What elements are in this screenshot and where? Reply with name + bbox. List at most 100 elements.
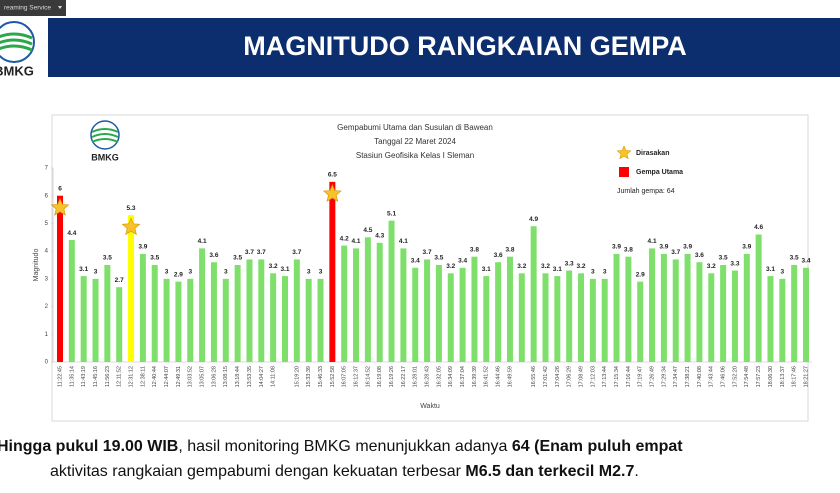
value-label: 4.9 — [529, 216, 538, 223]
value-label: 3.2 — [707, 263, 716, 270]
header-banner — [48, 18, 840, 77]
bar — [412, 267, 419, 362]
value-label: 3.5 — [719, 255, 728, 262]
bar — [696, 262, 703, 362]
x-axis-label: Waktu — [420, 403, 440, 410]
value-label: 3 — [165, 269, 169, 276]
value-label: 3.5 — [233, 255, 242, 262]
chart-title: Gempabumi Utama dan Susulan di Bawean — [337, 123, 493, 132]
value-label: 3.1 — [553, 266, 562, 273]
x-tick-label: 16:44:46 — [496, 366, 502, 387]
caption-text: . — [634, 463, 639, 480]
x-tick-label: 16:34:09 — [448, 366, 454, 387]
bar — [779, 278, 786, 362]
bar — [601, 278, 608, 362]
x-tick-label: 13:18:44 — [235, 366, 241, 387]
x-tick-label: 16:37:04 — [460, 366, 466, 387]
bar — [199, 248, 206, 362]
value-label: 3 — [224, 269, 228, 276]
bar — [92, 278, 99, 362]
bar — [246, 259, 253, 362]
x-tick-label: 12:40:44 — [152, 366, 158, 387]
value-label: 5.3 — [127, 205, 136, 212]
x-tick-label: 15:46:33 — [318, 366, 324, 387]
x-tick-label: 11:22:45 — [57, 366, 63, 387]
bar — [281, 276, 288, 362]
bar — [672, 259, 679, 362]
x-tick-label: 18:17:46 — [792, 366, 798, 387]
legend-label: Gempa Utama — [636, 169, 683, 176]
value-label: 3.9 — [683, 244, 692, 251]
felt-star — [322, 183, 342, 202]
value-label: 3.7 — [671, 249, 680, 256]
x-tick-label: 12:44:07 — [164, 366, 170, 387]
x-tick-label: 15:52:58 — [330, 366, 336, 387]
y-tick-label: 7 — [45, 166, 49, 172]
value-label: 3.4 — [458, 257, 467, 264]
y-tick-label: 3 — [45, 276, 49, 282]
x-tick-label: 17:15:34 — [614, 366, 620, 387]
bar — [542, 273, 549, 362]
value-label: 3.9 — [612, 244, 621, 251]
chart-title: Tanggal 22 Maret 2024 — [374, 137, 456, 146]
value-label: 6 — [58, 185, 62, 192]
bar — [353, 248, 360, 362]
bar — [68, 240, 75, 362]
bar — [388, 220, 395, 362]
x-tick-label: 17:29:34 — [661, 366, 667, 387]
value-label: 3.2 — [576, 263, 585, 270]
caption-text: 64 (Enam puluh empat — [511, 438, 683, 455]
stream-tab[interactable]: reaming Service — [4, 5, 51, 12]
chart-logo-waves — [91, 128, 119, 143]
bar — [258, 259, 265, 362]
bar — [684, 253, 691, 362]
value-label: 3.4 — [801, 257, 810, 264]
x-tick-label: 16:41:52 — [484, 366, 490, 387]
x-tick-label: 17:16:44 — [626, 366, 632, 387]
x-tick-label: 17:57:23 — [756, 366, 762, 387]
bar — [767, 276, 774, 362]
x-tick-label: 16:19:08 — [377, 366, 383, 387]
x-tick-label: 11:35:14 — [69, 366, 75, 387]
x-tick-label: 15:19:20 — [294, 366, 300, 387]
value-label: 5.1 — [387, 210, 396, 217]
caption-line: aktivitas rangkaian gempabumi dengan kek… — [50, 463, 840, 481]
x-tick-label: 13:03:52 — [188, 366, 194, 387]
bar — [128, 215, 135, 362]
value-label: 4.1 — [399, 238, 408, 245]
bar — [803, 267, 809, 362]
value-label: 3.7 — [423, 249, 432, 256]
value-label: 3 — [94, 269, 98, 276]
x-tick-label: 11:45:16 — [93, 366, 99, 387]
count-note: Jumlah gempa: 64 — [617, 188, 675, 195]
x-tick-label: 17:54:48 — [744, 366, 750, 387]
x-tick-label: 17:01:42 — [543, 366, 549, 387]
y-axis-label: Magnitudo — [33, 249, 40, 282]
tab-arrow — [58, 6, 62, 9]
bar — [400, 248, 407, 362]
x-tick-label: 17:38:21 — [685, 366, 691, 387]
value-label: 3 — [591, 269, 595, 276]
bar — [187, 278, 194, 362]
bar — [175, 281, 182, 362]
bar — [116, 287, 123, 362]
x-tick-label: 17:46:06 — [721, 366, 727, 387]
x-tick-label: 18:13:37 — [780, 366, 786, 387]
value-label: 3.2 — [269, 263, 278, 270]
header-title: MAGNITUDO RANGKAIAN GEMPA — [243, 31, 686, 61]
bar — [791, 265, 798, 362]
value-label: 4.5 — [363, 227, 372, 234]
x-tick-label: 16:14:52 — [365, 366, 371, 387]
bar — [506, 256, 513, 362]
x-tick-label: 17:12:03 — [590, 366, 596, 387]
slide: reaming Service BMKG MAGNITUDO RANGKAIAN… — [0, 0, 840, 422]
value-label: 3.8 — [470, 246, 479, 253]
x-tick-label: 12:38:11 — [140, 366, 146, 387]
value-label: 3.2 — [446, 263, 455, 270]
value-label: 3.7 — [257, 249, 266, 256]
bar — [447, 273, 454, 362]
value-label: 3.1 — [79, 266, 88, 273]
bar — [293, 259, 300, 362]
value-label: 4.6 — [754, 224, 763, 231]
